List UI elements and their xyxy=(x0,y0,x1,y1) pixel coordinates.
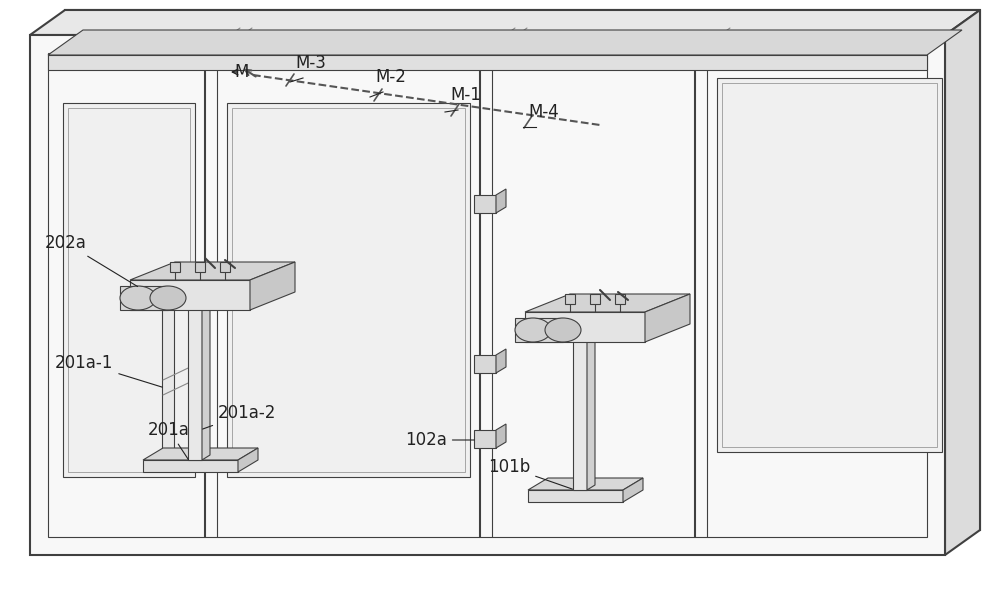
Polygon shape xyxy=(565,294,575,304)
Polygon shape xyxy=(474,355,496,373)
Polygon shape xyxy=(130,280,250,310)
Ellipse shape xyxy=(150,286,186,310)
Polygon shape xyxy=(48,30,962,55)
Text: M-4: M-4 xyxy=(528,103,559,121)
Polygon shape xyxy=(945,10,980,555)
Ellipse shape xyxy=(515,318,551,342)
Polygon shape xyxy=(238,448,258,472)
Polygon shape xyxy=(120,286,168,310)
Polygon shape xyxy=(496,189,506,213)
Polygon shape xyxy=(496,349,506,373)
Polygon shape xyxy=(573,320,587,490)
Polygon shape xyxy=(195,262,205,272)
Text: M-2: M-2 xyxy=(375,68,406,86)
Text: 201a: 201a xyxy=(148,421,190,460)
Polygon shape xyxy=(63,103,195,477)
Polygon shape xyxy=(525,294,690,312)
Text: M-1: M-1 xyxy=(450,86,481,104)
Polygon shape xyxy=(528,490,623,502)
Polygon shape xyxy=(515,318,563,342)
Polygon shape xyxy=(162,300,174,455)
Polygon shape xyxy=(143,448,258,460)
Polygon shape xyxy=(474,195,496,213)
Polygon shape xyxy=(645,294,690,342)
Polygon shape xyxy=(227,103,470,477)
Polygon shape xyxy=(170,262,180,272)
Polygon shape xyxy=(30,10,980,35)
Text: M-3: M-3 xyxy=(295,54,326,72)
Polygon shape xyxy=(65,10,980,530)
Polygon shape xyxy=(525,312,645,342)
Polygon shape xyxy=(143,460,238,472)
Polygon shape xyxy=(496,424,506,448)
Text: 102a: 102a xyxy=(405,431,474,449)
Polygon shape xyxy=(590,294,600,304)
Ellipse shape xyxy=(120,286,156,310)
Polygon shape xyxy=(48,55,927,70)
Polygon shape xyxy=(188,285,202,460)
Ellipse shape xyxy=(545,318,581,342)
Polygon shape xyxy=(30,35,945,555)
Polygon shape xyxy=(220,262,230,272)
Text: M: M xyxy=(235,63,249,81)
Polygon shape xyxy=(587,315,595,490)
Polygon shape xyxy=(717,78,942,452)
Polygon shape xyxy=(130,262,295,280)
Polygon shape xyxy=(528,478,643,490)
Text: 101b: 101b xyxy=(488,458,572,489)
Polygon shape xyxy=(615,294,625,304)
Text: 201a-2: 201a-2 xyxy=(203,404,276,429)
Polygon shape xyxy=(623,478,643,502)
Polygon shape xyxy=(202,280,210,460)
Polygon shape xyxy=(474,430,496,448)
Polygon shape xyxy=(250,262,295,310)
Text: 201a-1: 201a-1 xyxy=(55,354,162,387)
Text: 202a: 202a xyxy=(45,234,138,287)
